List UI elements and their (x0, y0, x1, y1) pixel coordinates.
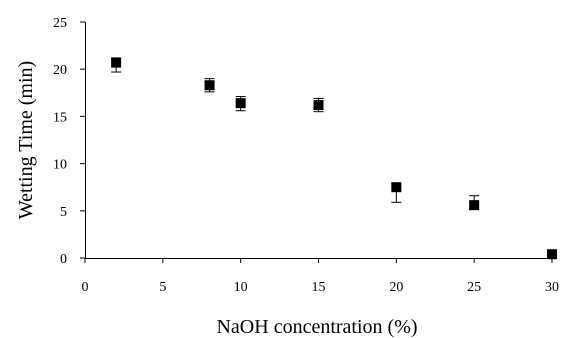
y-tick-label-2: 10 (53, 158, 67, 173)
x-tick-label-1: 5 (159, 280, 166, 295)
y-tick-label-3: 15 (53, 110, 67, 125)
data-point-1 (204, 80, 215, 91)
x-axis-title: NaOH concentration (%) (216, 316, 417, 338)
x-tick-label-5: 25 (467, 280, 481, 295)
x-tick-label-2: 10 (234, 280, 248, 295)
data-point-3 (313, 100, 324, 111)
y-tick-label-5: 25 (53, 16, 67, 31)
x-tick-label-6: 30 (545, 280, 559, 295)
x-tick-label-3: 15 (312, 280, 326, 295)
y-tick-label-0: 0 (60, 252, 67, 267)
y-tick-label-1: 5 (60, 205, 67, 220)
data-points (111, 57, 557, 260)
data-point-0 (111, 57, 122, 68)
plot-area: 0 5 10 15 20 25 30 0 5 10 15 20 25 (53, 16, 559, 295)
y-tick-label-4: 20 (53, 63, 67, 78)
data-point-2 (235, 98, 246, 109)
y-axis-ticks: 0 5 10 15 20 25 (53, 16, 85, 267)
x-axis-ticks: 0 5 10 15 20 25 30 (82, 258, 559, 295)
data-point-4 (391, 182, 402, 193)
x-tick-label-0: 0 (82, 280, 89, 295)
y-axis-title: Wetting Time (min) (15, 61, 37, 219)
x-tick-label-4: 20 (389, 280, 403, 295)
data-point-5 (469, 200, 480, 211)
data-point-6 (547, 249, 557, 260)
